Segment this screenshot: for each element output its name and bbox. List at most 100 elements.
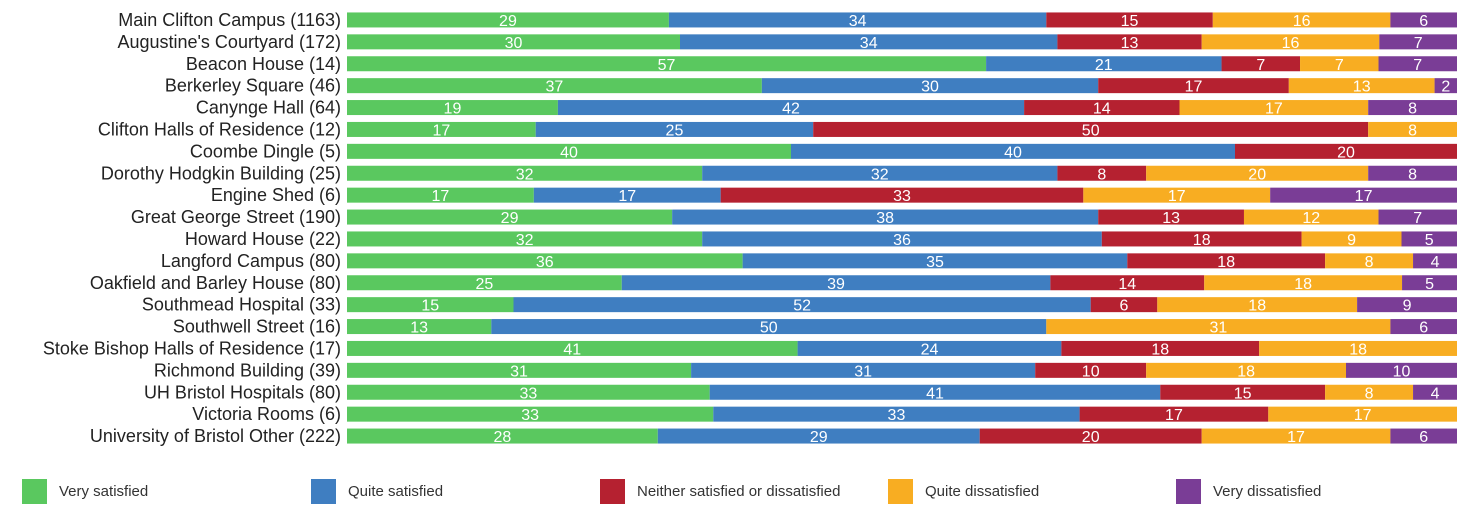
bar-segment-quite-dissatisfied-main-clifton-campus-1163 bbox=[1212, 12, 1391, 28]
data-label-quite-satisfied-main-clifton-campus-1163: 34 bbox=[849, 13, 867, 30]
legend-swatch-very-dissatisfied bbox=[1176, 478, 1201, 504]
data-label-quite-dissatisfied-university-of-bristol-other-222: 17 bbox=[1287, 429, 1305, 446]
legend-item-very-satisfied: Very satisfied bbox=[22, 478, 148, 504]
category-label-langford-campus-80: Langford Campus (80) bbox=[161, 251, 341, 271]
bar-segment-very-dissatisfied-berkerley-square-46 bbox=[1434, 78, 1457, 94]
bar-segment-quite-dissatisfied-canynge-hall-64 bbox=[1179, 100, 1369, 116]
data-label-very-dissatisfied-uh-bristol-hospitals-80: 4 bbox=[1431, 385, 1440, 402]
bar-segment-very-dissatisfied-southwell-street-16 bbox=[1390, 319, 1457, 335]
data-label-quite-satisfied-great-george-street-190: 38 bbox=[876, 210, 894, 227]
category-label-great-george-street-190: Great George Street (190) bbox=[131, 207, 341, 227]
data-label-quite-dissatisfied-uh-bristol-hospitals-80: 8 bbox=[1365, 385, 1374, 402]
bar-segment-very-satisfied-augustine-s-courtyard-172 bbox=[347, 34, 680, 50]
legend-swatch-neither bbox=[600, 478, 625, 504]
bar-segment-quite-dissatisfied-university-of-bristol-other-222 bbox=[1201, 428, 1391, 444]
data-label-quite-satisfied-langford-campus-80: 35 bbox=[926, 254, 944, 271]
data-label-neither-satisfied-or-dissatisfied-howard-house-22: 18 bbox=[1193, 232, 1211, 249]
bar-segment-quite-dissatisfied-oakfield-and-barley-house-80 bbox=[1204, 275, 1403, 291]
bar-segment-very-dissatisfied-university-of-bristol-other-222 bbox=[1390, 428, 1457, 444]
data-label-neither-satisfied-or-dissatisfied-augustine-s-courtyard-172: 13 bbox=[1121, 35, 1139, 52]
data-label-neither-satisfied-or-dissatisfied-great-george-street-190: 13 bbox=[1162, 210, 1180, 227]
bar-segment-quite-satisfied-canynge-hall-64 bbox=[557, 100, 1025, 116]
bar-segment-quite-satisfied-richmond-building-39 bbox=[691, 362, 1036, 378]
bar-segment-neither-satisfied-or-dissatisfied-augustine-s-courtyard-172 bbox=[1057, 34, 1202, 50]
data-label-very-dissatisfied-southmead-hospital-33: 9 bbox=[1403, 298, 1412, 315]
bar-segment-very-satisfied-southwell-street-16 bbox=[347, 319, 492, 335]
data-label-very-satisfied-engine-shed-6: 17 bbox=[432, 188, 450, 205]
data-label-neither-satisfied-or-dissatisfied-richmond-building-39: 10 bbox=[1082, 363, 1100, 380]
bar-segment-quite-dissatisfied-clifton-halls-of-residence-12 bbox=[1368, 121, 1457, 137]
bar-segment-very-dissatisfied-southmead-hospital-33 bbox=[1357, 297, 1457, 313]
bar-segment-quite-satisfied-oakfield-and-barley-house-80 bbox=[621, 275, 1051, 291]
data-label-very-satisfied-clifton-halls-of-residence-12: 17 bbox=[432, 122, 450, 139]
data-label-quite-satisfied-engine-shed-6: 17 bbox=[618, 188, 636, 205]
bar-segment-quite-dissatisfied-southwell-street-16 bbox=[1046, 319, 1391, 335]
category-labels: Main Clifton Campus (1163)Augustine's Co… bbox=[43, 10, 341, 446]
bar-segment-neither-satisfied-or-dissatisfied-oakfield-and-barley-house-80 bbox=[1050, 275, 1205, 291]
data-label-very-satisfied-main-clifton-campus-1163: 29 bbox=[499, 13, 517, 30]
data-label-quite-satisfied-southmead-hospital-33: 52 bbox=[793, 298, 811, 315]
legend-swatch-quite-dissatisfied bbox=[888, 478, 913, 504]
category-label-augustine-s-courtyard-172: Augustine's Courtyard (172) bbox=[117, 32, 341, 52]
data-label-quite-satisfied-canynge-hall-64: 42 bbox=[782, 101, 800, 118]
data-label-neither-satisfied-or-dissatisfied-uh-bristol-hospitals-80: 15 bbox=[1234, 385, 1252, 402]
category-label-southwell-street-16: Southwell Street (16) bbox=[173, 317, 341, 337]
bar-segment-very-dissatisfied-great-george-street-190 bbox=[1378, 209, 1457, 225]
bar-segment-very-dissatisfied-howard-house-22 bbox=[1401, 231, 1457, 247]
data-label-neither-satisfied-or-dissatisfied-langford-campus-80: 18 bbox=[1217, 254, 1235, 271]
data-label-quite-satisfied-dorothy-hodgkin-building-25: 32 bbox=[871, 166, 889, 183]
bar-segment-very-satisfied-great-george-street-190 bbox=[347, 209, 673, 225]
legend-label-very-dissatisfied: Very dissatisfied bbox=[1213, 482, 1322, 500]
data-label-neither-satisfied-or-dissatisfied-dorothy-hodgkin-building-25: 8 bbox=[1097, 166, 1106, 183]
data-label-quite-satisfied-howard-house-22: 36 bbox=[893, 232, 911, 249]
data-label-quite-satisfied-coombe-dingle-5: 40 bbox=[1004, 144, 1022, 161]
category-label-uh-bristol-hospitals-80: UH Bristol Hospitals (80) bbox=[144, 382, 341, 402]
bar-segment-neither-satisfied-or-dissatisfied-engine-shed-6 bbox=[720, 187, 1084, 203]
bar-segment-very-satisfied-clifton-halls-of-residence-12 bbox=[347, 121, 536, 137]
bar-segment-very-dissatisfied-canynge-hall-64 bbox=[1368, 100, 1457, 116]
data-label-quite-satisfied-richmond-building-39: 31 bbox=[854, 363, 872, 380]
bar-segment-neither-satisfied-or-dissatisfied-main-clifton-campus-1163 bbox=[1046, 12, 1213, 28]
data-label-quite-dissatisfied-richmond-building-39: 18 bbox=[1237, 363, 1255, 380]
data-label-very-satisfied-dorothy-hodgkin-building-25: 32 bbox=[516, 166, 534, 183]
bar-segment-quite-satisfied-main-clifton-campus-1163 bbox=[668, 12, 1047, 28]
legend-item-very-dissatisfied: Very dissatisfied bbox=[1176, 478, 1321, 504]
bar-segment-quite-satisfied-langford-campus-80 bbox=[742, 253, 1128, 269]
data-label-very-satisfied-oakfield-and-barley-house-80: 25 bbox=[475, 276, 493, 293]
bar-segment-quite-satisfied-engine-shed-6 bbox=[533, 187, 721, 203]
bar-segment-quite-dissatisfied-berkerley-square-46 bbox=[1288, 78, 1435, 94]
category-label-canynge-hall-64: Canynge Hall (64) bbox=[196, 98, 341, 118]
category-label-engine-shed-6: Engine Shed (6) bbox=[211, 185, 341, 205]
stacked-bar-chart: Main Clifton Campus (1163)Augustine's Co… bbox=[43, 10, 1457, 446]
bar-segment-very-satisfied-main-clifton-campus-1163 bbox=[347, 12, 669, 28]
bar-segment-quite-dissatisfied-howard-house-22 bbox=[1301, 231, 1402, 247]
data-label-quite-dissatisfied-dorothy-hodgkin-building-25: 20 bbox=[1248, 166, 1266, 183]
data-label-very-satisfied-canynge-hall-64: 19 bbox=[444, 101, 462, 118]
data-label-neither-satisfied-or-dissatisfied-oakfield-and-barley-house-80: 14 bbox=[1118, 276, 1136, 293]
data-label-quite-satisfied-uh-bristol-hospitals-80: 41 bbox=[926, 385, 944, 402]
data-label-quite-dissatisfied-victoria-rooms-6: 17 bbox=[1354, 407, 1372, 424]
bar-segment-neither-satisfied-or-dissatisfied-clifton-halls-of-residence-12 bbox=[813, 121, 1369, 137]
data-label-very-satisfied-richmond-building-39: 31 bbox=[510, 363, 528, 380]
bar-segment-very-satisfied-berkerley-square-46 bbox=[347, 78, 762, 94]
data-label-neither-satisfied-or-dissatisfied-southmead-hospital-33: 6 bbox=[1120, 298, 1129, 315]
data-label-quite-dissatisfied-main-clifton-campus-1163: 16 bbox=[1293, 13, 1311, 30]
legend-item-neither: Neither satisfied or dissatisfied bbox=[600, 478, 840, 504]
data-label-quite-dissatisfied-augustine-s-courtyard-172: 16 bbox=[1282, 35, 1300, 52]
bar-segment-quite-satisfied-great-george-street-190 bbox=[672, 209, 1099, 225]
category-label-howard-house-22: Howard House (22) bbox=[185, 229, 341, 249]
bar-segment-very-satisfied-university-of-bristol-other-222 bbox=[347, 428, 658, 444]
bar-segment-very-satisfied-uh-bristol-hospitals-80 bbox=[347, 384, 710, 400]
bar-segment-quite-satisfied-berkerley-square-46 bbox=[761, 78, 1099, 94]
data-label-neither-satisfied-or-dissatisfied-coombe-dingle-5: 20 bbox=[1337, 144, 1355, 161]
data-label-neither-satisfied-or-dissatisfied-canynge-hall-64: 14 bbox=[1093, 101, 1111, 118]
bar-segment-quite-satisfied-beacon-house-14 bbox=[986, 56, 1222, 72]
bar-segment-quite-dissatisfied-victoria-rooms-6 bbox=[1268, 406, 1457, 422]
bar-segment-quite-satisfied-dorothy-hodgkin-building-25 bbox=[702, 165, 1058, 181]
bar-segment-very-dissatisfied-uh-bristol-hospitals-80 bbox=[1413, 384, 1457, 400]
bar-segment-neither-satisfied-or-dissatisfied-stoke-bishop-halls-of-residence-17 bbox=[1061, 340, 1260, 356]
data-label-quite-dissatisfied-engine-shed-6: 17 bbox=[1168, 188, 1186, 205]
category-label-coombe-dingle-5: Coombe Dingle (5) bbox=[190, 141, 341, 161]
data-label-very-satisfied-langford-campus-80: 36 bbox=[536, 254, 554, 271]
bar-segment-neither-satisfied-or-dissatisfied-richmond-building-39 bbox=[1035, 362, 1147, 378]
